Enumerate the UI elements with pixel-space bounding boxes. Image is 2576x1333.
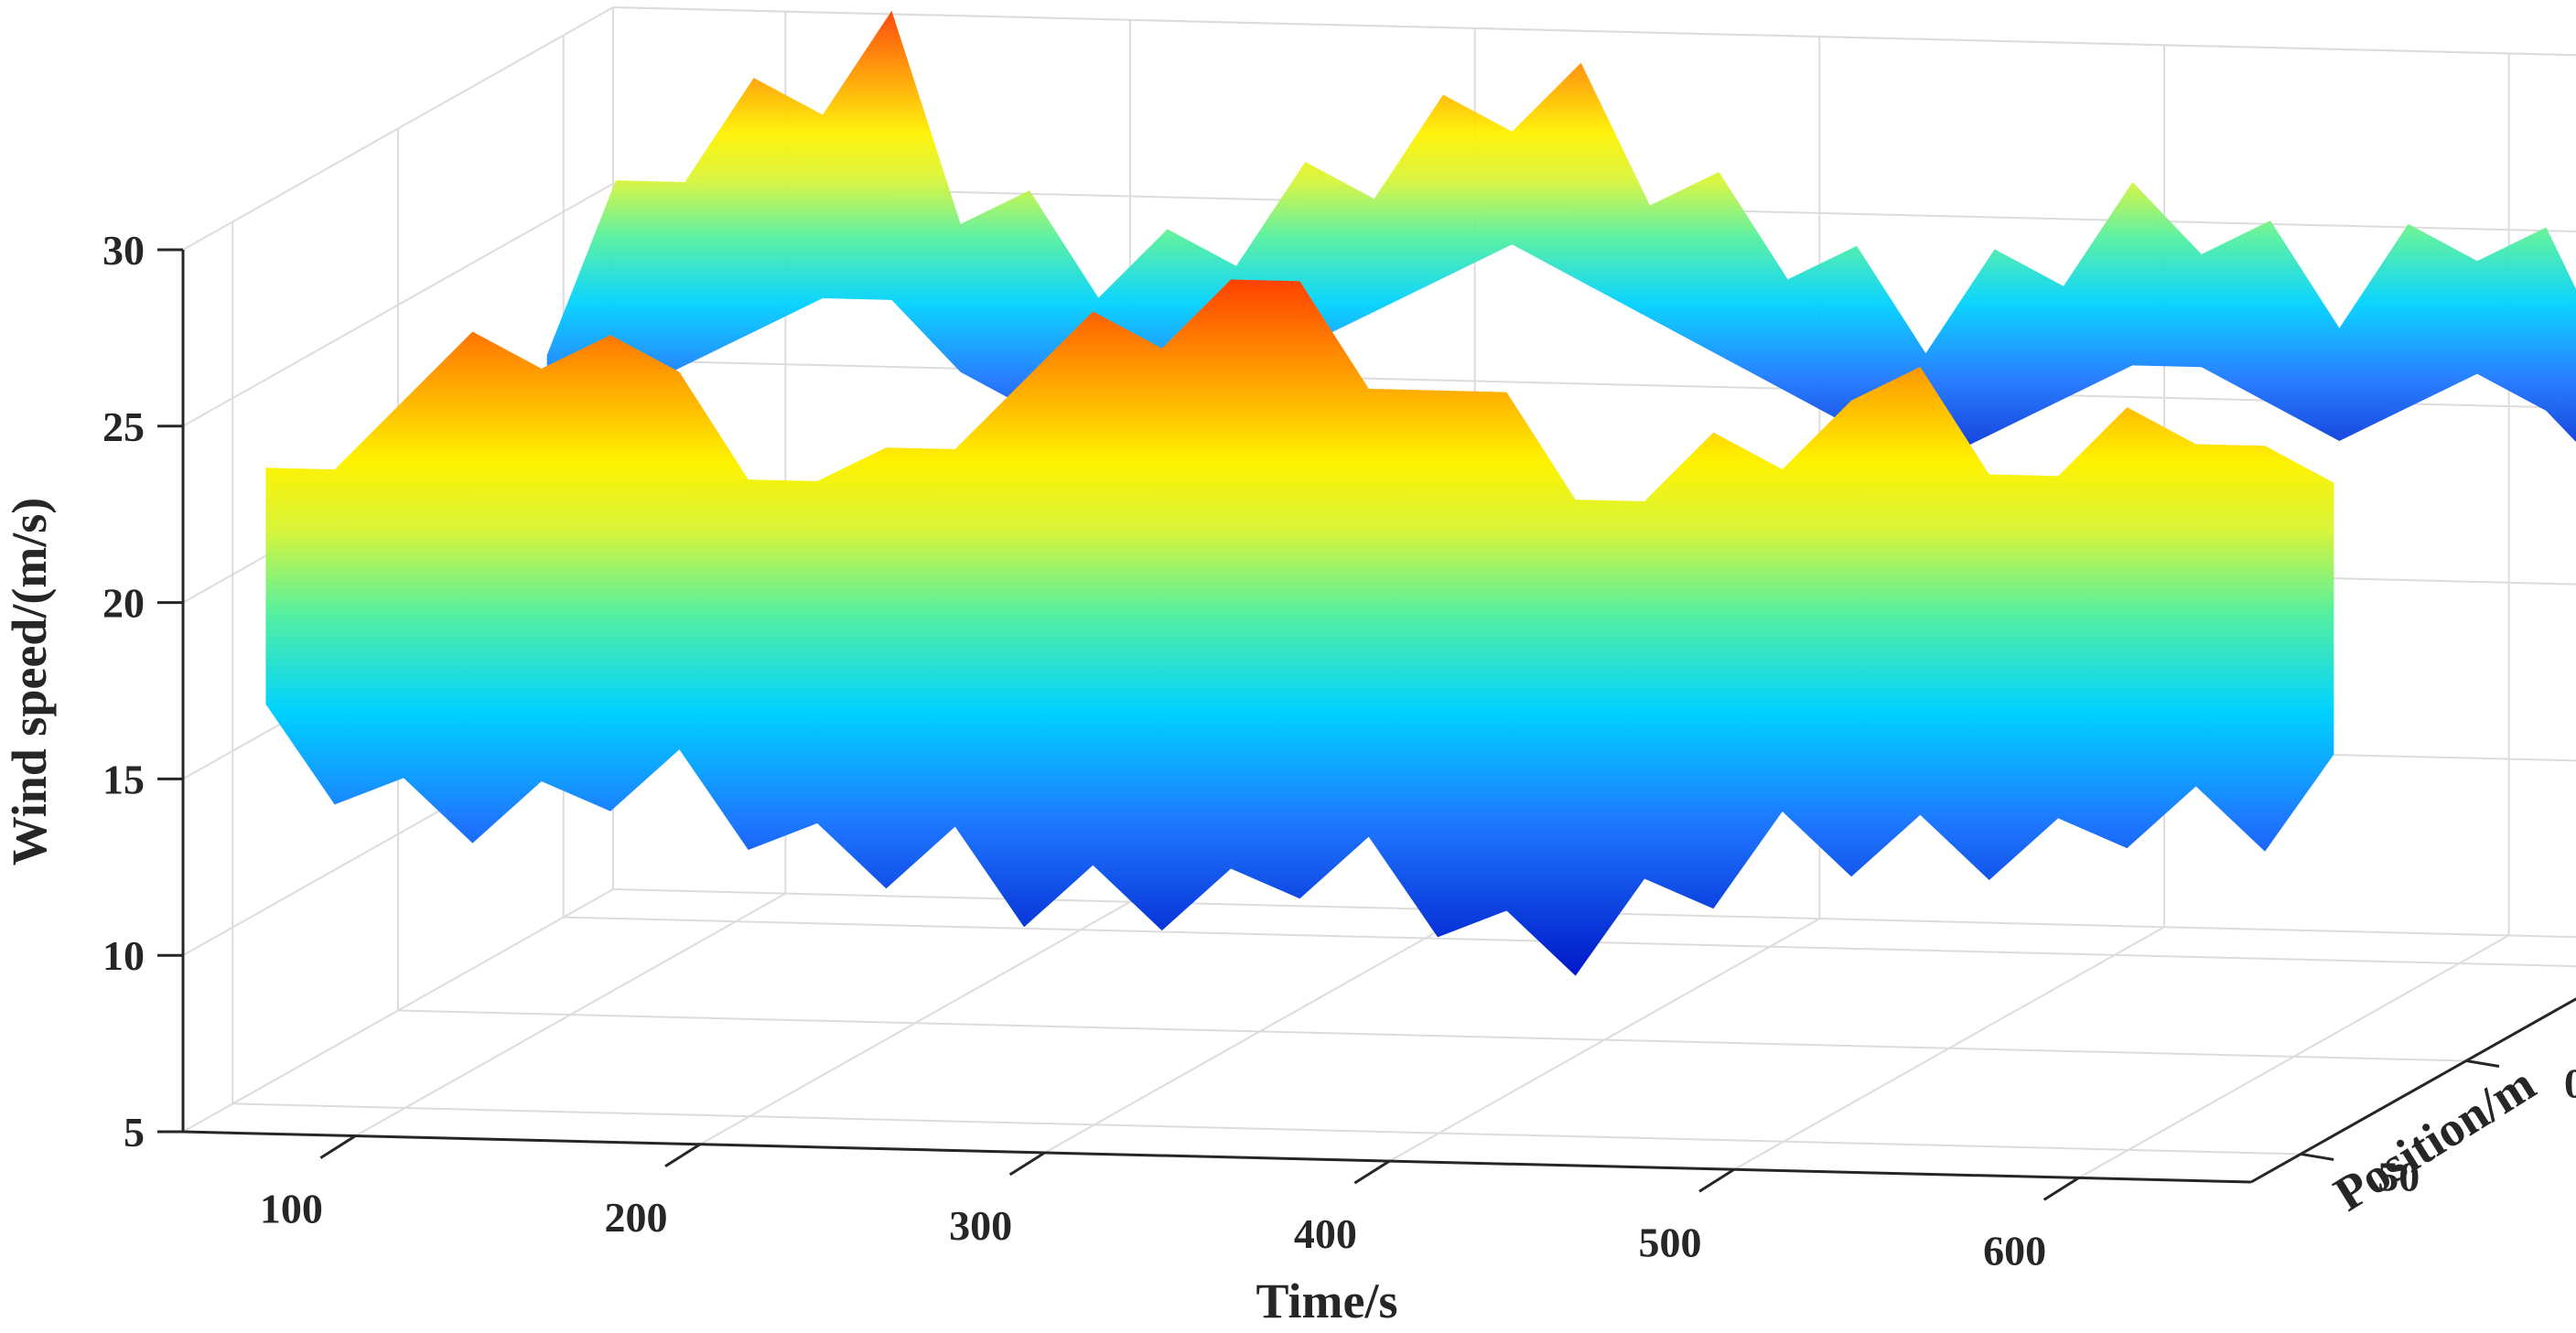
z-tick-label: 5 — [124, 1109, 145, 1156]
grid-line — [397, 1009, 2467, 1062]
z-tick-label: 15 — [102, 756, 145, 802]
x-tick-label: 100 — [260, 1186, 323, 1232]
z-tick-label: 10 — [102, 932, 145, 979]
z-tick-label: 30 — [102, 227, 145, 274]
z-tick-label: 20 — [102, 580, 145, 627]
y-tick-mark — [2465, 1059, 2500, 1068]
x-tick-mark — [1353, 1159, 1391, 1185]
x-tick-label: 200 — [605, 1194, 668, 1241]
y-tick-label: 0 — [2564, 1060, 2576, 1107]
x-axis-title: Time/s — [1256, 1274, 1397, 1328]
x-tick-label: 400 — [1294, 1210, 1357, 1257]
z-tick-label: 25 — [102, 403, 145, 450]
x-tick-mark — [1698, 1167, 1735, 1193]
y-tick-label: 50 — [2377, 1153, 2420, 1199]
x-tick-label: 300 — [949, 1202, 1012, 1249]
x-tick-mark — [2042, 1177, 2080, 1201]
x-tick-mark — [664, 1143, 701, 1168]
surface-front-face — [265, 279, 2334, 976]
grid-line — [612, 888, 2576, 939]
surface-back-face — [546, 10, 2576, 468]
x-axis-line — [182, 1130, 2252, 1184]
x-tick-mark — [1008, 1151, 1046, 1177]
grid-line — [232, 1102, 2301, 1156]
y-axis-title: Position/m — [2324, 1056, 2544, 1221]
x-tick-label: 600 — [1983, 1227, 2046, 1274]
axes — [157, 248, 2576, 1201]
x-tick-mark — [319, 1134, 357, 1159]
x-tick-label: 500 — [1639, 1219, 1702, 1265]
wind-surface — [265, 10, 2576, 976]
grid-line — [612, 6, 2576, 57]
z-axis-title: Wind speed/(m/s) — [2, 498, 57, 866]
y-tick-mark — [2300, 1152, 2334, 1161]
